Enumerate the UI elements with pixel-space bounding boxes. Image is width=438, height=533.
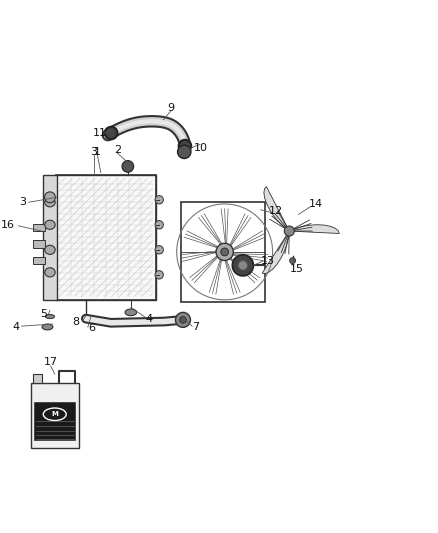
Bar	[34, 401, 75, 440]
Ellipse shape	[45, 268, 55, 277]
Polygon shape	[262, 231, 289, 273]
Bar	[33, 240, 46, 248]
Polygon shape	[289, 225, 339, 233]
Text: 17: 17	[43, 358, 58, 367]
Circle shape	[284, 226, 294, 236]
Ellipse shape	[42, 324, 53, 330]
Text: 10: 10	[194, 143, 208, 152]
Ellipse shape	[125, 309, 137, 316]
Circle shape	[221, 248, 229, 256]
Circle shape	[155, 221, 163, 229]
Circle shape	[176, 312, 191, 327]
Ellipse shape	[45, 198, 55, 207]
Circle shape	[177, 145, 191, 158]
Text: 4: 4	[13, 322, 20, 332]
Text: 11: 11	[92, 128, 106, 138]
Bar	[56, 175, 156, 300]
Text: 2: 2	[114, 145, 121, 155]
Circle shape	[180, 317, 186, 323]
Text: M: M	[51, 411, 58, 417]
Circle shape	[216, 243, 233, 261]
Text: 4: 4	[145, 313, 152, 324]
Circle shape	[232, 255, 254, 276]
Circle shape	[155, 196, 163, 204]
Circle shape	[45, 192, 55, 203]
Bar	[31, 383, 79, 448]
Circle shape	[122, 160, 134, 172]
Text: 5: 5	[41, 310, 48, 319]
Text: 1: 1	[94, 147, 101, 157]
Ellipse shape	[45, 220, 55, 229]
Ellipse shape	[45, 245, 55, 254]
Bar	[33, 374, 42, 383]
Text: 12: 12	[269, 206, 283, 216]
Text: 14: 14	[309, 199, 323, 209]
Text: 13: 13	[261, 256, 275, 266]
Circle shape	[290, 258, 296, 264]
Circle shape	[155, 271, 163, 279]
Circle shape	[155, 246, 163, 254]
Circle shape	[179, 140, 191, 152]
Circle shape	[105, 127, 117, 139]
Bar	[33, 223, 46, 231]
Text: 8: 8	[72, 317, 79, 327]
Bar	[43, 175, 57, 300]
Bar	[33, 257, 46, 264]
Text: 6: 6	[88, 323, 95, 333]
Circle shape	[238, 261, 247, 270]
Text: 9: 9	[167, 103, 174, 113]
Text: 15: 15	[290, 264, 304, 273]
Text: 3: 3	[90, 147, 97, 157]
Text: 16: 16	[1, 220, 15, 230]
Bar	[56, 175, 156, 300]
Text: 7: 7	[192, 322, 199, 332]
Polygon shape	[264, 187, 289, 231]
Text: 3: 3	[19, 197, 26, 207]
Ellipse shape	[46, 314, 55, 319]
